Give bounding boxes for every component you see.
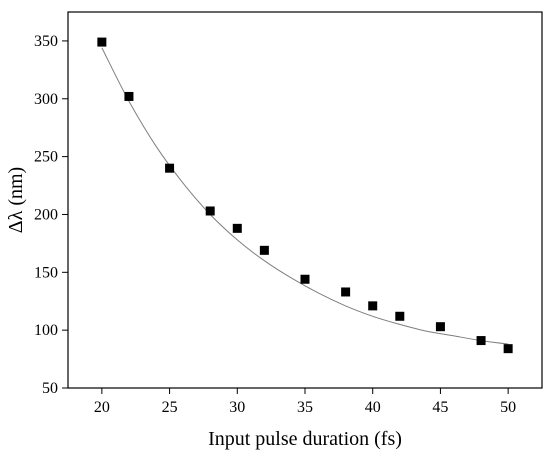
data-point — [341, 287, 351, 297]
fit-curve — [101, 47, 509, 345]
x-axis-ticks: 20 25 30 35 40 45 50 — [94, 388, 516, 416]
data-point — [300, 274, 310, 284]
y-tick-label: 200 — [34, 206, 58, 223]
data-point — [205, 206, 215, 216]
y-axis-label: Δλ (nm) — [5, 167, 27, 233]
plot-frame — [67, 11, 543, 389]
y-tick-label: 100 — [34, 322, 58, 339]
x-tick-label: 20 — [94, 399, 110, 416]
data-point — [476, 336, 486, 346]
data-point — [232, 223, 242, 233]
data-point — [165, 163, 175, 173]
x-tick-label: 45 — [432, 399, 448, 416]
x-tick-label: 30 — [229, 399, 245, 416]
data-point — [259, 245, 269, 255]
data-points — [97, 37, 513, 354]
data-point — [435, 322, 445, 332]
x-tick-label: 35 — [297, 399, 313, 416]
data-point — [368, 301, 378, 311]
data-point — [124, 91, 134, 101]
y-tick-label: 50 — [42, 380, 58, 397]
y-tick-label: 150 — [34, 264, 58, 281]
y-tick-label: 350 — [34, 33, 58, 50]
data-point — [503, 344, 513, 354]
x-tick-label: 25 — [162, 399, 178, 416]
x-axis-label: Input pulse duration (fs) — [208, 428, 402, 450]
y-tick-label: 250 — [34, 149, 58, 166]
x-tick-label: 40 — [365, 399, 381, 416]
data-point — [97, 37, 107, 47]
data-point — [395, 311, 405, 321]
y-axis-ticks: 50 100 150 200 250 300 350 — [34, 33, 68, 397]
x-tick-label: 50 — [500, 399, 516, 416]
y-tick-label: 300 — [34, 91, 58, 108]
